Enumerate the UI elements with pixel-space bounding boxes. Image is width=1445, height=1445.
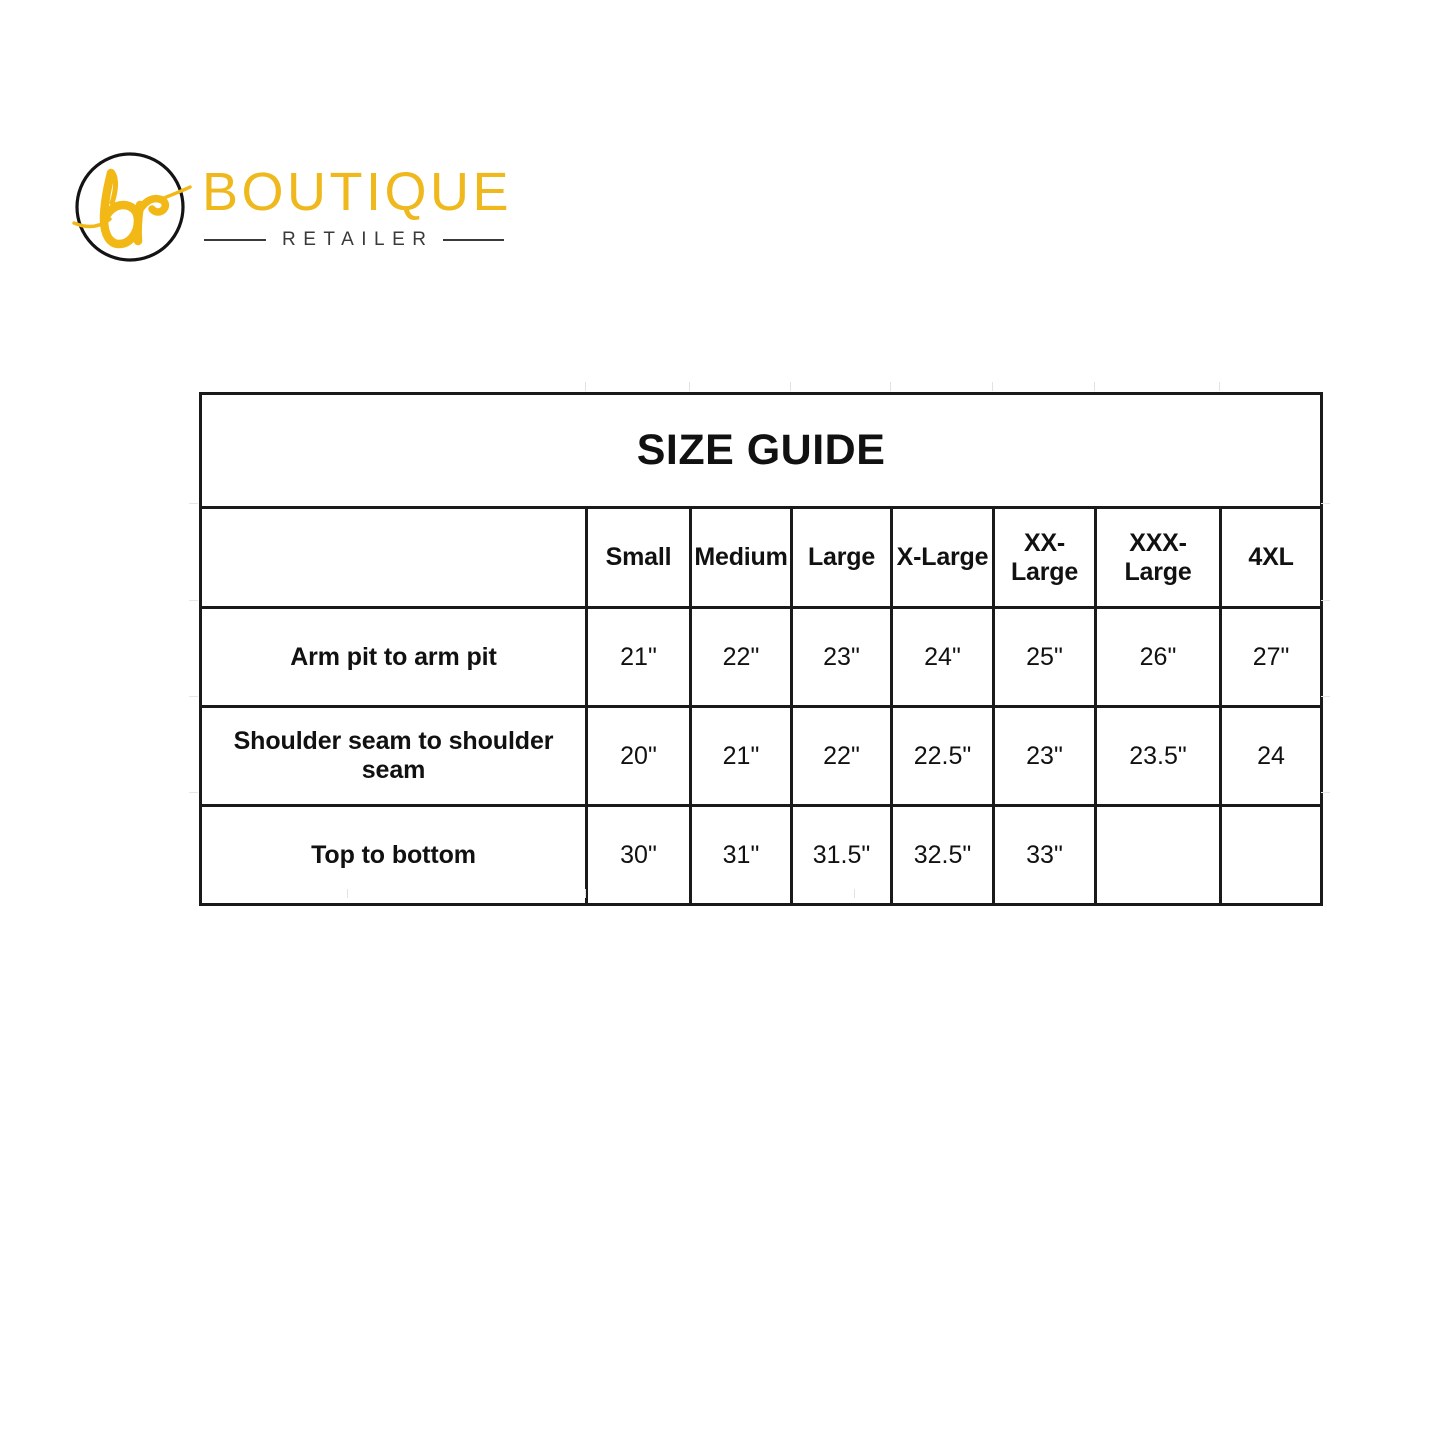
column-header-4xl: 4XL [1218, 506, 1324, 609]
cell-shoulder-4xl: 24 [1218, 705, 1324, 807]
table-title: SIZE GUIDE [198, 392, 1324, 509]
cell-shoulder-x-large: 22.5" [890, 705, 995, 807]
table-row: Shoulder seam to shoulder seam 20" 21" 2… [199, 705, 1324, 807]
cell-arm-pit-xx-large: 25" [992, 606, 1097, 708]
cell-arm-pit-small: 21" [585, 606, 692, 708]
brand-logo: BOUTIQUE RETAILER [66, 143, 513, 271]
table-header-row: Small Medium Large X-Large XX-Large XXX-… [199, 506, 1324, 609]
brand-subtitle: RETAILER [282, 229, 434, 250]
header-corner-cell [199, 506, 588, 609]
column-header-xx-large: XX-Large [992, 506, 1097, 609]
cell-top-bottom-xxx-large [1094, 804, 1222, 906]
cell-arm-pit-4xl: 27" [1218, 606, 1324, 708]
table-title-row: SIZE GUIDE [198, 392, 1324, 509]
size-guide-table-container: SIZE GUIDE Small Medium Large X-Large XX… [189, 382, 1330, 906]
cell-arm-pit-large: 23" [790, 606, 893, 708]
cell-top-bottom-x-large: 32.5" [890, 804, 995, 906]
cell-arm-pit-medium: 22" [689, 606, 793, 708]
logo-wordmark: BOUTIQUE RETAILER [202, 162, 513, 259]
cell-top-bottom-xx-large: 33" [992, 804, 1097, 906]
column-header-xxx-large: XXX-Large [1094, 506, 1222, 609]
column-header-medium: Medium [689, 506, 793, 609]
brand-rule-right [442, 239, 505, 241]
column-header-large: Large [790, 506, 893, 609]
row-label-shoulder-seam: Shoulder seam to shoulder seam [199, 705, 588, 807]
table-row: Arm pit to arm pit 21" 22" 23" 24" 25" 2… [199, 606, 1324, 708]
cell-top-bottom-4xl [1218, 804, 1324, 906]
logo-monogram-icon [66, 143, 194, 271]
row-label-arm-pit: Arm pit to arm pit [199, 606, 588, 708]
brand-name: BOUTIQUE [202, 162, 513, 222]
cell-arm-pit-x-large: 24" [890, 606, 995, 708]
cell-arm-pit-xxx-large: 26" [1094, 606, 1222, 708]
cell-top-bottom-medium: 31" [689, 804, 793, 906]
cell-shoulder-xxx-large: 23.5" [1094, 705, 1222, 807]
row-label-top-to-bottom: Top to bottom [199, 804, 588, 906]
size-guide-table: SIZE GUIDE Small Medium Large X-Large XX… [198, 392, 1324, 906]
brand-rule-left [204, 239, 266, 241]
cell-shoulder-medium: 21" [689, 705, 793, 807]
brand-subtitle-row: RETAILER [204, 227, 505, 253]
table-row: Top to bottom 30" 31" 31.5" 32.5" 33" [199, 804, 1324, 906]
cell-top-bottom-large: 31.5" [790, 804, 893, 906]
cell-shoulder-small: 20" [585, 705, 692, 807]
cell-top-bottom-small: 30" [585, 804, 692, 906]
cell-shoulder-large: 22" [790, 705, 893, 807]
column-header-x-large: X-Large [890, 506, 995, 609]
cell-shoulder-xx-large: 23" [992, 705, 1097, 807]
column-header-small: Small [585, 506, 692, 609]
